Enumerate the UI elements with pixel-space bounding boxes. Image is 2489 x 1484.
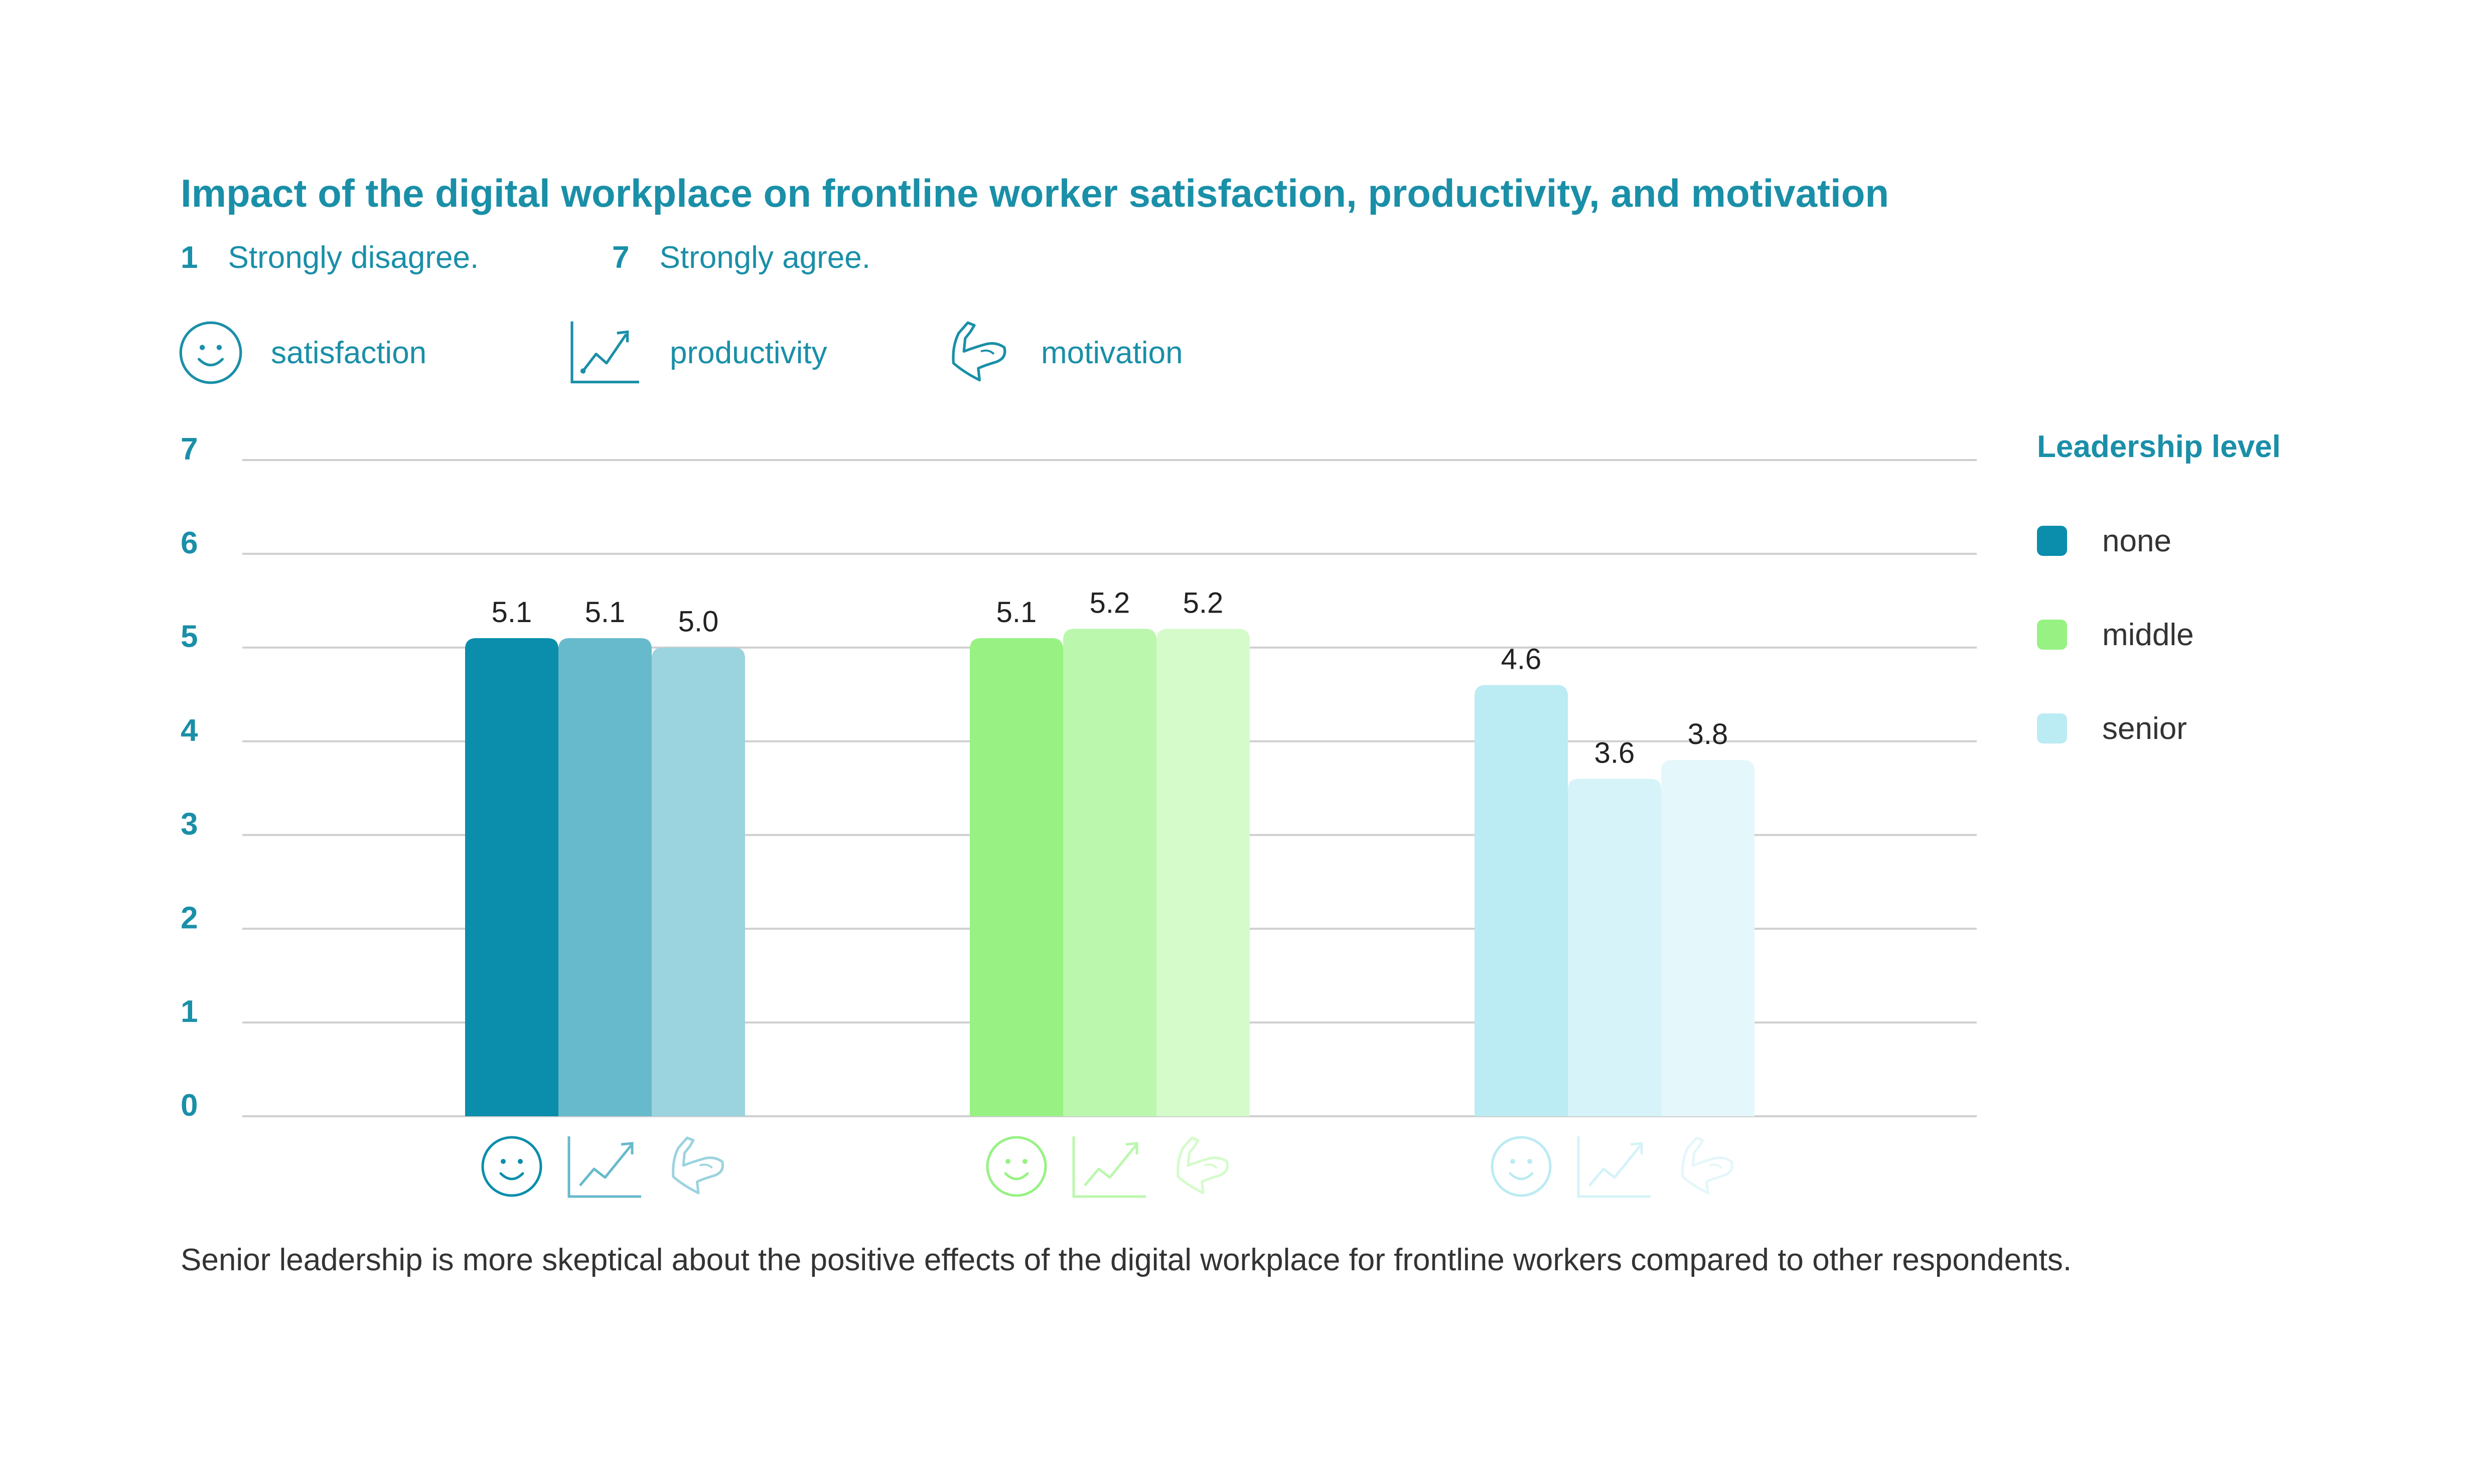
bar-middle-satisfaction (970, 638, 1063, 1116)
flexed-arm-icon (1681, 1136, 1733, 1195)
legend-item-senior: senior (2037, 708, 2187, 749)
chart-caption: Senior leadership is more skeptical abou… (181, 1243, 2072, 1277)
scale-low-number: 1 (181, 240, 198, 275)
data-label: 3.8 (1688, 718, 1728, 751)
icon-legend-label-satisfaction: satisfaction (271, 335, 427, 370)
bar-middle-productivity (1063, 629, 1156, 1116)
y-tick-label: 1 (181, 994, 198, 1029)
y-tick-label: 5 (181, 620, 198, 654)
bar-none-productivity (558, 638, 652, 1116)
scale-high-number: 7 (612, 240, 630, 275)
y-tick-label: 0 (181, 1088, 198, 1123)
data-label: 4.6 (1501, 643, 1542, 675)
data-label: 5.1 (492, 596, 532, 629)
smiley-face-icon (1491, 1136, 1552, 1197)
chart-category-icons (481, 1136, 1733, 1198)
line-chart-icon (1577, 1136, 1651, 1198)
smiley-face-icon (179, 321, 242, 384)
bar-middle-motivation (1156, 629, 1250, 1116)
legend-title: Leadership level (2037, 429, 2281, 464)
icon-legend-motivation: motivation (948, 315, 1183, 390)
data-label: 3.6 (1594, 736, 1635, 769)
y-tick-label: 7 (181, 432, 198, 467)
icon-legend-label-motivation: motivation (1041, 335, 1183, 370)
data-label: 5.2 (1183, 586, 1224, 619)
data-label: 5.1 (585, 596, 626, 629)
y-tick-label: 3 (181, 807, 198, 841)
legend-label-middle: middle (2102, 617, 2194, 652)
line-chart-icon (570, 321, 639, 384)
scale-low: 1 Strongly disagree. (181, 240, 479, 275)
legend-swatch-none (2037, 526, 2067, 556)
icon-legend-label-productivity: productivity (670, 335, 827, 370)
y-tick-label: 4 (181, 713, 198, 748)
scale-low-label: Strongly disagree. (228, 240, 479, 275)
bar-senior-motivation (1661, 760, 1754, 1116)
legend-label-senior: senior (2102, 711, 2187, 746)
icon-legend-satisfaction: satisfaction (178, 315, 426, 390)
legend-label-none: none (2102, 523, 2171, 558)
flexed-arm-icon (1177, 1136, 1229, 1195)
flexed-arm-icon (672, 1136, 724, 1195)
chart-title: Impact of the digital workplace on front… (181, 171, 1889, 215)
legend-item-none: none (2037, 521, 2171, 561)
icon-legend-productivity: productivity (567, 315, 827, 390)
data-label: 5.1 (996, 596, 1037, 629)
bar-senior-productivity (1568, 779, 1661, 1116)
bar-none-satisfaction (465, 638, 558, 1116)
data-label: 5.2 (1090, 586, 1130, 619)
legend-swatch-senior (2037, 713, 2067, 744)
smiley-face-icon (986, 1136, 1047, 1197)
line-chart-icon (1072, 1136, 1146, 1198)
bar-senior-satisfaction (1475, 685, 1568, 1116)
legend-swatch-middle (2037, 620, 2067, 650)
bar-none-motivation (652, 647, 745, 1116)
legend-item-middle: middle (2037, 615, 2194, 655)
scale-high: 7 Strongly agree. (612, 240, 870, 275)
chart-bars: 5.1 5.1 5.0 5.1 5.2 5.2 4.6 3.6 3.8 (465, 586, 1754, 1116)
smiley-face-icon (481, 1136, 542, 1197)
y-tick-label: 6 (181, 526, 198, 560)
data-label: 5.0 (678, 606, 719, 638)
scale-high-label: Strongly agree. (659, 240, 870, 275)
y-tick-label: 2 (181, 901, 198, 935)
flexed-arm-icon (952, 321, 1006, 382)
line-chart-icon (567, 1136, 641, 1198)
